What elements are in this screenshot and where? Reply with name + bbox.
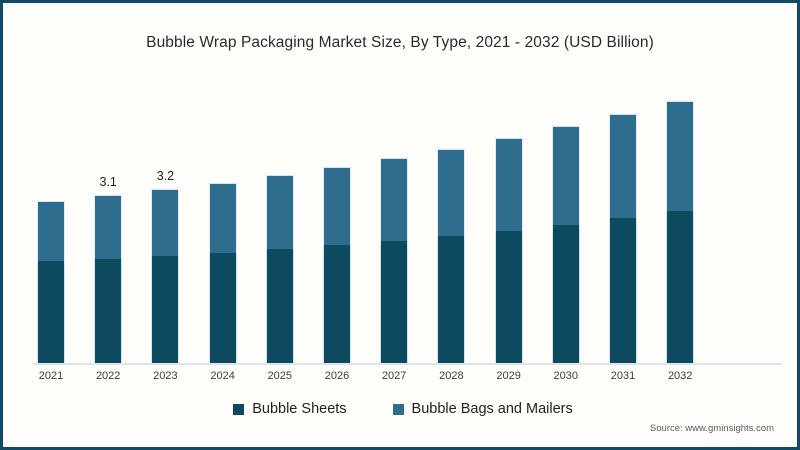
bar-group: 3.2	[151, 169, 180, 363]
x-axis-tick-label: 2027	[381, 370, 407, 382]
chart-legend: Bubble Sheets Bubble Bags and Mailers	[6, 401, 797, 417]
bar-group	[380, 158, 409, 363]
bar-segment-bubble-sheets	[94, 259, 123, 363]
x-axis-tick-label: 2023	[153, 370, 178, 382]
bar-group	[323, 167, 351, 363]
bar-segment-bubble-bags-and-mailers	[265, 175, 294, 249]
legend-swatch-icon	[392, 403, 404, 415]
bar-segment-bubble-bags-and-mailers	[208, 183, 237, 253]
legend-item[interactable]: Bubble Sheets	[233, 401, 347, 417]
bar-segment-bubble-bags-and-mailers	[494, 138, 523, 231]
bar-group	[265, 175, 294, 363]
x-axis-tick-label: 2028	[439, 370, 464, 382]
bar-segment-bubble-bags-and-mailers	[37, 201, 65, 261]
bar-group	[666, 101, 695, 363]
legend-item-label: Bubble Sheets	[252, 401, 347, 417]
bar-segment-bubble-sheets	[380, 241, 409, 363]
legend-swatch-icon	[233, 403, 245, 415]
x-axis-tick-label: 2022	[95, 370, 121, 382]
bar-segment-bubble-sheets	[494, 231, 523, 363]
bar-segment-bubble-sheets	[265, 249, 294, 363]
bar-group	[437, 149, 466, 363]
bar-group	[494, 138, 523, 363]
bar-group	[37, 201, 65, 363]
bar-segment-bubble-bags-and-mailers	[666, 101, 695, 211]
bar-segment-bubble-bags-and-mailers	[94, 195, 123, 259]
bar-segment-bubble-sheets	[437, 236, 466, 363]
chart-title: Bubble Wrap Packaging Market Size, By Ty…	[146, 34, 654, 51]
x-axis-tick-label: 2021	[38, 370, 64, 382]
bar-segment-bubble-bags-and-mailers	[380, 158, 409, 241]
bar-group	[208, 183, 237, 363]
source-note: Source: www.gminsights.com	[649, 423, 774, 434]
bar-group	[551, 126, 580, 363]
plot-area: 3.1 3.2	[6, 101, 797, 365]
bar-segment-bubble-bags-and-mailers	[551, 126, 580, 225]
x-axis-tick-label: 2025	[267, 370, 293, 382]
x-axis-tick-label: 2032	[667, 370, 693, 382]
bar-group: 3.1	[94, 175, 123, 363]
x-axis-tick-label: 2026	[324, 370, 350, 382]
x-axis-tick-label: 2029	[496, 370, 521, 382]
x-axis-tick-label: 2031	[610, 370, 636, 382]
axis-baseline	[34, 363, 782, 365]
bar-segment-bubble-sheets	[323, 245, 351, 363]
bar-segment-bubble-sheets	[551, 225, 580, 363]
bar-segment-bubble-bags-and-mailers	[437, 149, 466, 236]
chart-inner: Bubble Wrap Packaging Market Size, By Ty…	[6, 6, 794, 444]
bar-segment-bubble-sheets	[666, 211, 695, 363]
legend-item[interactable]: Bubble Bags and Mailers	[392, 401, 573, 417]
bar-segment-bubble-sheets	[151, 256, 180, 363]
x-axis-tick-label: 2030	[553, 370, 579, 382]
bar-segment-bubble-bags-and-mailers	[151, 189, 180, 256]
bar-group	[609, 114, 637, 363]
x-axis: 2021 2022 2023 2024 2025 2026 2027 2028 2029 2030…	[6, 367, 797, 387]
x-axis-tick-label: 2024	[210, 370, 235, 382]
bar-segment-bubble-bags-and-mailers	[323, 167, 351, 245]
legend-item-label: Bubble Bags and Mailers	[411, 401, 573, 417]
bar-segment-bubble-sheets	[37, 261, 65, 363]
bar-value-label: 3.1	[99, 175, 117, 189]
bar-segment-bubble-bags-and-mailers	[609, 114, 637, 218]
bar-segment-bubble-sheets	[609, 218, 637, 363]
bar-value-label: 3.2	[156, 169, 175, 183]
bar-segment-bubble-sheets	[208, 253, 237, 363]
